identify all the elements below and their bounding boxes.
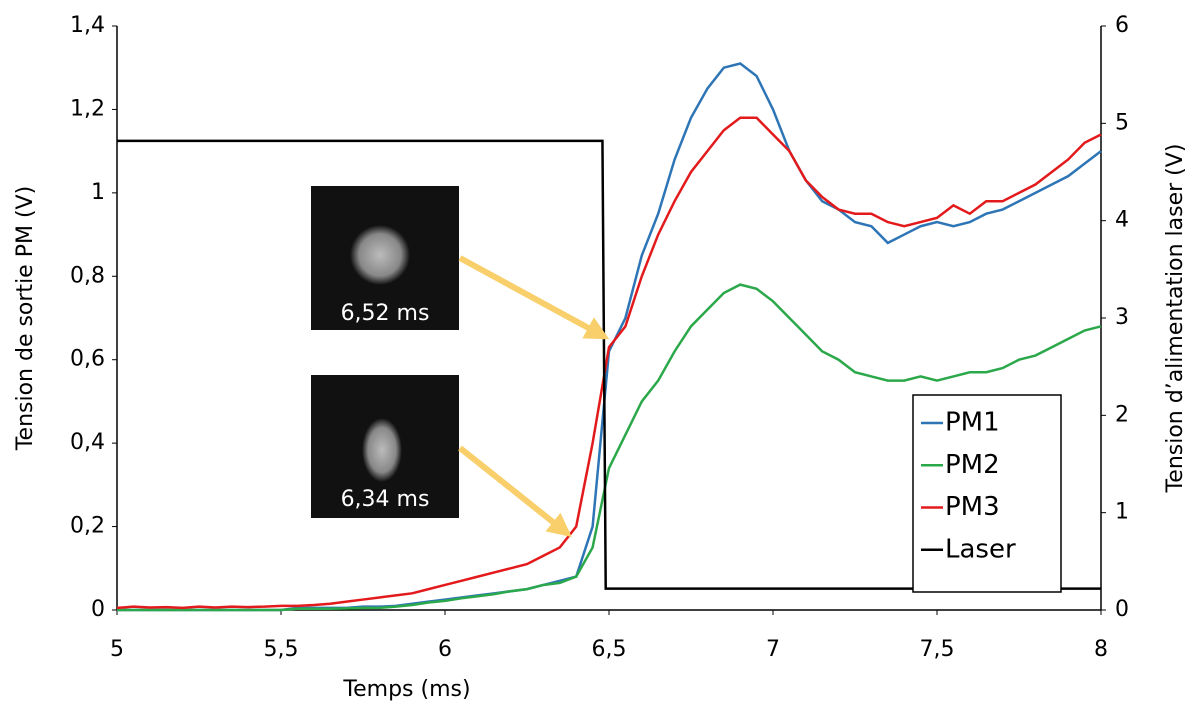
annotation: 6,34 ms <box>341 487 430 512</box>
y-tick-label: 1,4 <box>70 13 105 38</box>
arrow <box>458 445 572 537</box>
legend-label: PM2 <box>945 450 1000 480</box>
arrow <box>458 255 610 340</box>
series-line <box>117 139 1101 590</box>
y2-axis-label: Tension d’alimentation laser (V) <box>1163 144 1188 494</box>
annotation: 6,52 ms <box>341 301 430 326</box>
y-tick-label: 0,6 <box>70 347 105 372</box>
y-tick-label: 0,2 <box>70 514 105 539</box>
legend-label: PM3 <box>945 492 1000 522</box>
series-line <box>117 283 1102 612</box>
x-tick-label: 7,5 <box>920 637 955 662</box>
x-tick-label: 7 <box>766 637 780 662</box>
y-tick-label: 1 <box>91 180 105 205</box>
legend-label: Laser <box>945 534 1016 564</box>
y2-tick-label: 2 <box>1115 402 1129 427</box>
x-axis-label: Temps (ms) <box>342 677 470 702</box>
y-tick-label: 1,2 <box>70 96 105 121</box>
x-tick-label: 5 <box>110 637 124 662</box>
y2-tick-label: 0 <box>1115 597 1129 622</box>
droplet <box>362 418 402 482</box>
x-tick-label: 6,5 <box>592 637 627 662</box>
y2-tick-label: 3 <box>1115 305 1129 330</box>
x-tick-label: 5,5 <box>264 637 299 662</box>
y2-tick-label: 6 <box>1115 13 1129 38</box>
y2-tick-label: 1 <box>1115 500 1129 525</box>
y-tick-label: 0,8 <box>70 263 105 288</box>
x-tick-label: 6 <box>438 637 452 662</box>
legend-label: PM1 <box>945 408 1000 438</box>
y-axis-label: Tension de sortie PM (V) <box>13 186 38 451</box>
y2-tick-label: 4 <box>1115 208 1129 233</box>
y2-tick-label: 5 <box>1115 110 1129 135</box>
y-tick-label: 0,4 <box>70 430 105 455</box>
x-tick-label: 8 <box>1094 637 1108 662</box>
plot-area <box>112 25 1106 615</box>
droplet <box>350 225 410 285</box>
series-line <box>116 116 1102 610</box>
y-tick-label: 0 <box>91 597 105 622</box>
legend-box <box>912 394 1062 593</box>
